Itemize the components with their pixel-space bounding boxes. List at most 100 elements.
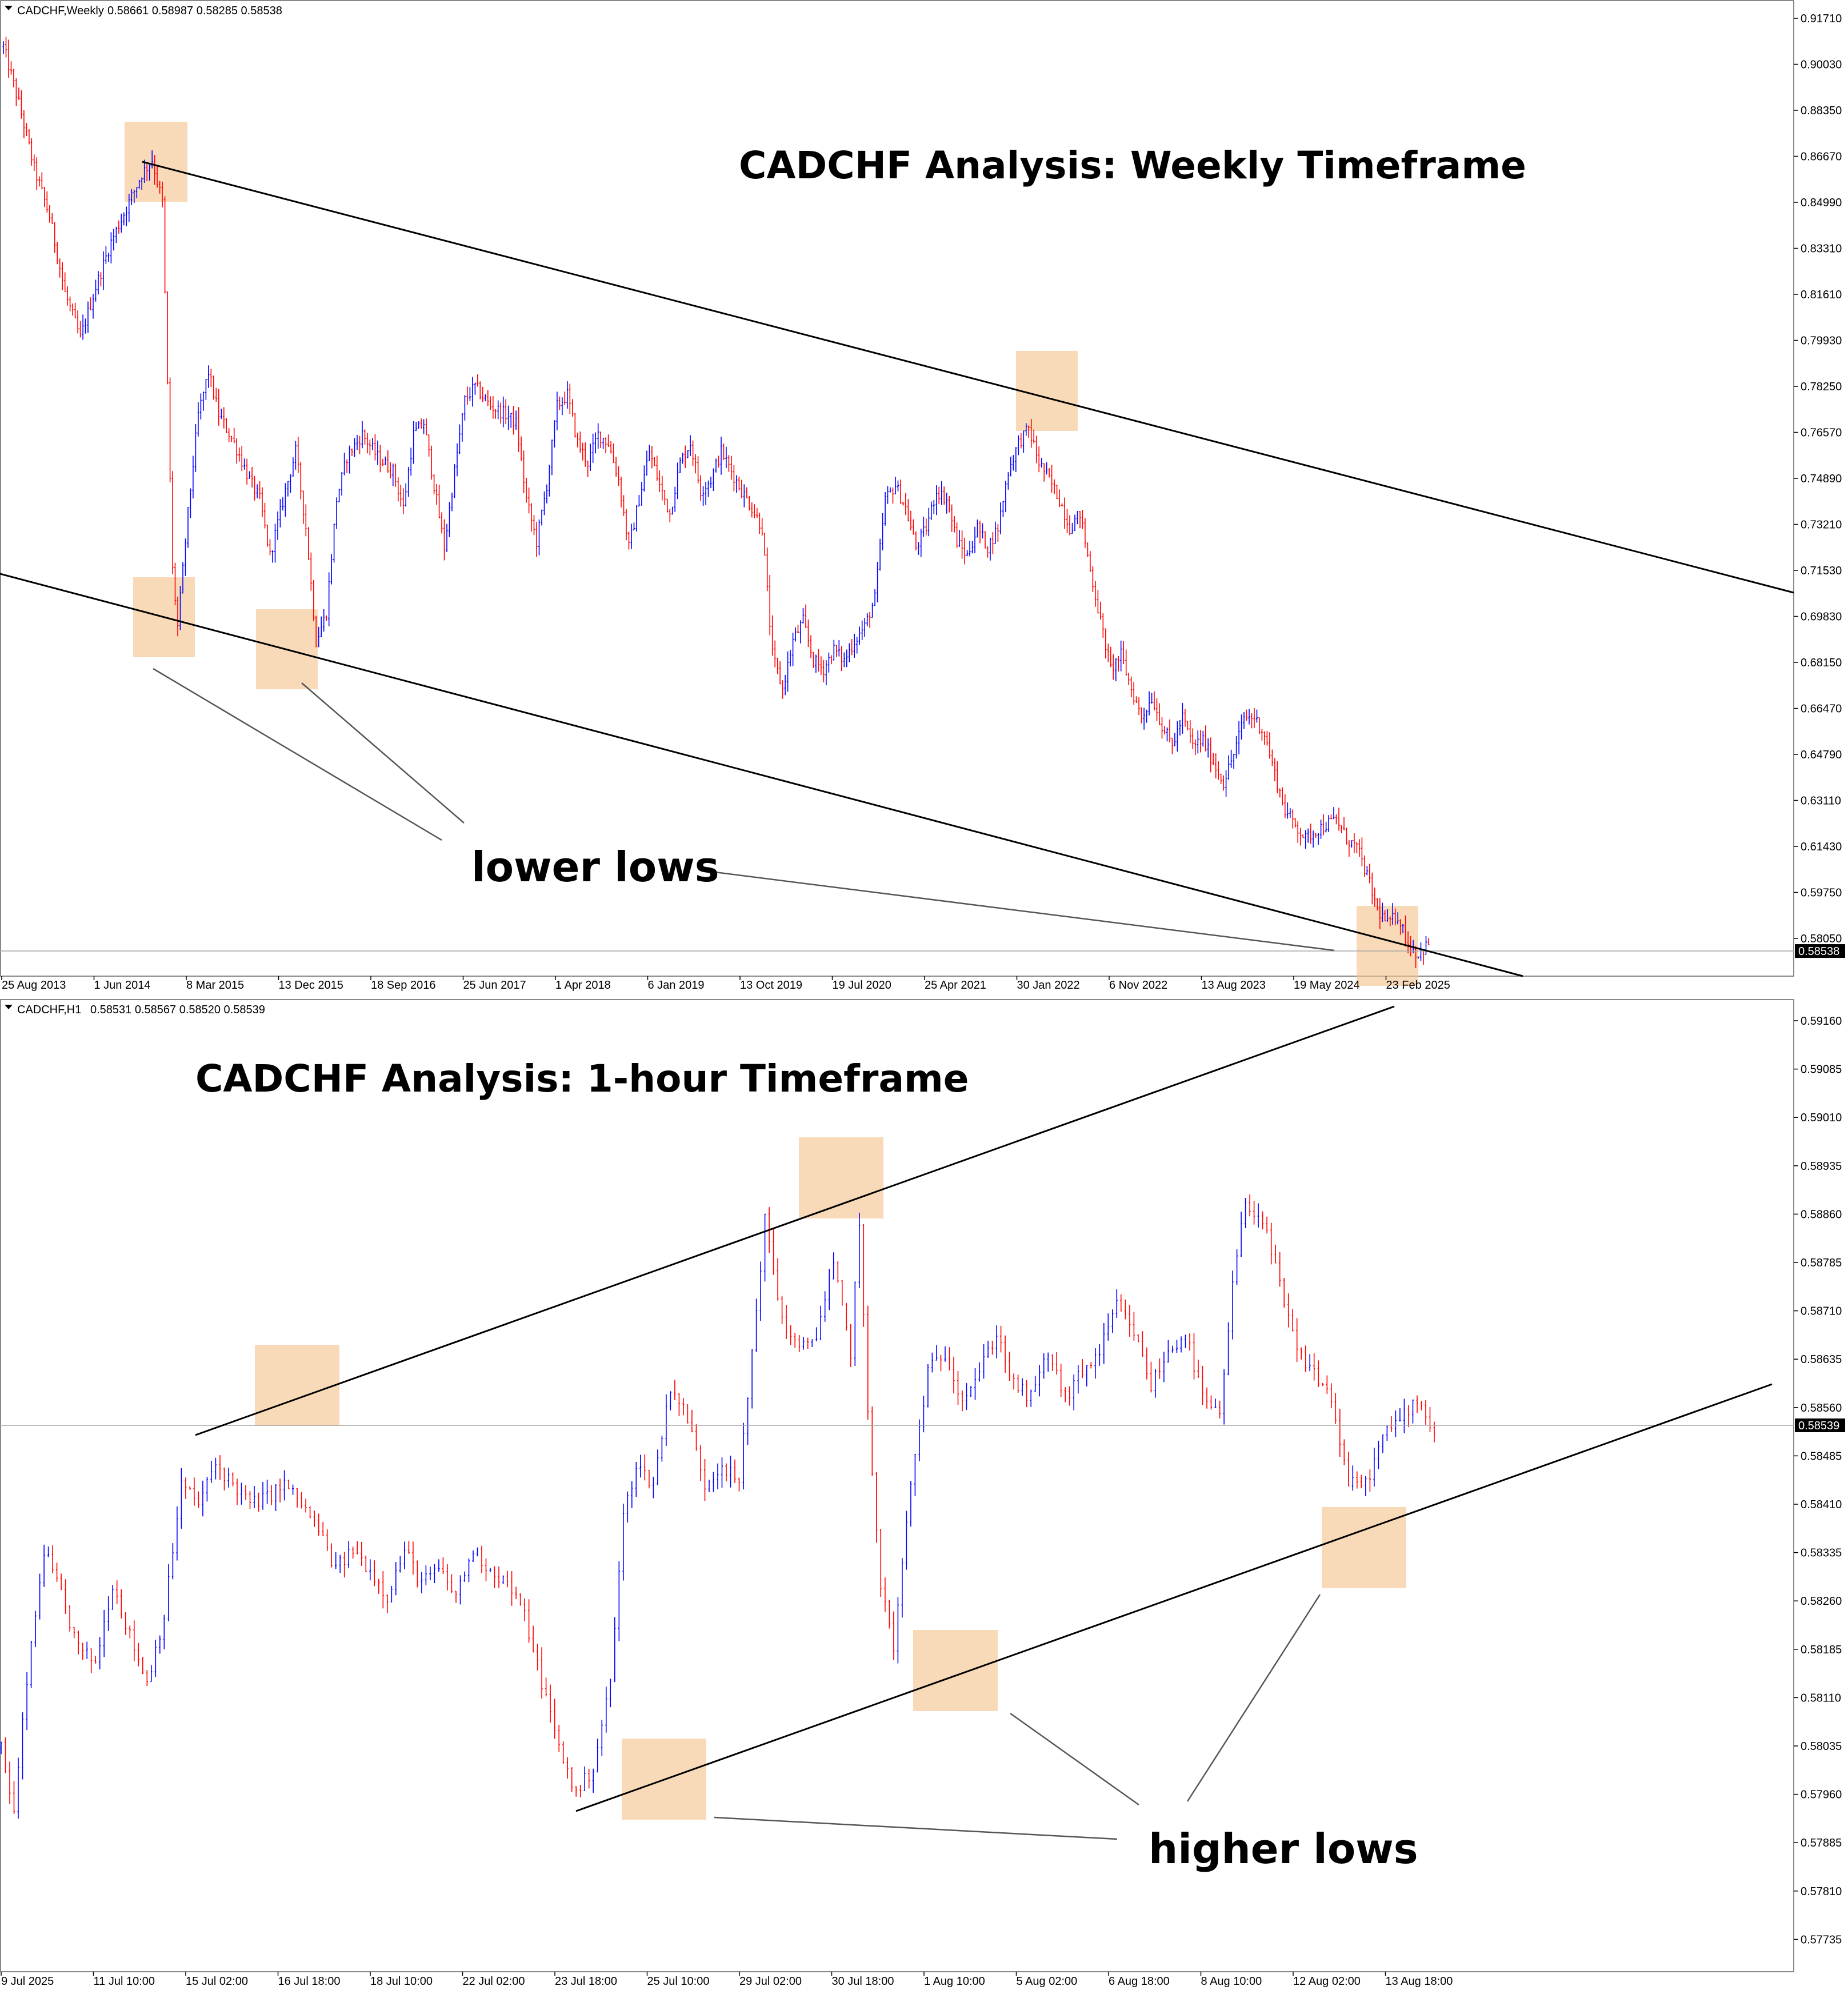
weekly-plot-frame — [0, 0, 1794, 977]
h-x-tick-label: 8 Aug 10:00 — [1201, 1975, 1262, 1988]
h-y-tick-label: 0.57885 — [1801, 1837, 1842, 1849]
w-y-tick-label: 0.86670 — [1801, 151, 1842, 163]
hourly-current-price-label: 0.58539 — [1798, 1420, 1839, 1432]
w-y-tick-label: 0.58050 — [1801, 933, 1842, 945]
w-y-tick-label: 0.83310 — [1801, 243, 1842, 255]
h-x-tick-label: 15 Jul 02:00 — [186, 1975, 248, 1988]
w-y-tick-label: 0.79930 — [1801, 335, 1842, 347]
h-y-tick-label: 0.58260 — [1801, 1595, 1842, 1608]
h-y-tick-label: 0.57735 — [1801, 1933, 1842, 1946]
hourly-annotation-pointer-1 — [1010, 1712, 1139, 1806]
hourly-panel: CADCHF,H1 0.58531 0.58567 0.58520 0.5853… — [0, 999, 1845, 1988]
h-x-tick-label: 6 Aug 18:00 — [1109, 1975, 1170, 1988]
w-x-tick-label: 19 May 2024 — [1294, 979, 1360, 992]
w-x-tick-label: 25 Apr 2021 — [925, 979, 986, 992]
w-y-tick-label: 0.81610 — [1801, 289, 1842, 301]
hourly-x-axis: 9 Jul 2025 11 Jul 10:00 15 Jul 02:00 16 Jul… — [1, 1972, 1453, 1988]
h-y-tick-label: 0.58710 — [1801, 1305, 1842, 1318]
w-x-tick-label: 13 Aug 2023 — [1202, 979, 1266, 992]
h-x-tick-label: 25 Jul 10:00 — [647, 1975, 710, 1988]
weekly-candles — [2, 37, 1430, 968]
h-y-tick-label: 0.57810 — [1801, 1885, 1842, 1898]
w-x-tick-label: 30 Jan 2022 — [1017, 979, 1080, 992]
h-x-tick-label: 9 Jul 2025 — [1, 1975, 54, 1988]
h-y-tick-label: 0.59010 — [1801, 1112, 1842, 1124]
weekly-menu-triangle-icon[interactable] — [5, 6, 13, 10]
h-x-tick-label: 13 Aug 18:00 — [1386, 1975, 1453, 1988]
w-y-tick-label: 0.66470 — [1801, 703, 1842, 716]
w-highlight-box-4 — [1016, 351, 1078, 431]
h-x-tick-label: 5 Aug 02:00 — [1017, 1975, 1078, 1988]
h-y-tick-label: 0.58485 — [1801, 1450, 1842, 1462]
w-y-tick-label: 0.63110 — [1801, 795, 1841, 808]
w-y-tick-label: 0.69830 — [1801, 611, 1842, 624]
w-y-tick-label: 0.78250 — [1801, 381, 1842, 393]
h-y-tick-label: 0.57960 — [1801, 1789, 1842, 1801]
w-x-tick-label: 1 Apr 2018 — [555, 979, 611, 992]
h-x-tick-label: 18 Jul 10:00 — [370, 1975, 433, 1988]
hourly-annotation-pointer-3 — [714, 1816, 1118, 1840]
weekly-upper-trendline — [142, 161, 1794, 594]
w-x-tick-label: 13 Oct 2019 — [740, 979, 802, 992]
w-y-tick-label: 0.90030 — [1801, 59, 1842, 71]
weekly-ohlc-header: 0.58661 0.58987 0.58285 0.58538 — [107, 5, 282, 17]
hourly-upper-trendline — [195, 1005, 1395, 1436]
h-x-tick-label: 12 Aug 02:00 — [1293, 1975, 1361, 1988]
hourly-lower-trendline — [575, 1383, 1773, 1812]
weekly-annotation-pointer-2 — [301, 682, 465, 824]
h-y-tick-label: 0.58635 — [1801, 1353, 1842, 1366]
hourly-menu-triangle-icon[interactable] — [5, 1005, 13, 1009]
weekly-annotation-pointer-3 — [710, 870, 1335, 952]
hourly-candles — [0, 1194, 1435, 1819]
h-x-tick-label: 22 Jul 02:00 — [463, 1975, 525, 1988]
h-x-tick-label: 11 Jul 10:00 — [94, 1975, 155, 1988]
h-x-tick-label: 29 Jul 02:00 — [739, 1975, 802, 1988]
weekly-current-price-label: 0.58538 — [1798, 945, 1839, 958]
w-x-tick-label: 6 Nov 2022 — [1109, 979, 1167, 992]
h-highlight-box-4 — [913, 1630, 998, 1711]
w-highlight-box-1 — [125, 122, 187, 202]
w-y-tick-label: 0.76570 — [1801, 427, 1842, 439]
hourly-chart-title: CADCHF Analysis: 1-hour Timeframe — [195, 1057, 969, 1101]
h-highlight-box-2 — [799, 1137, 883, 1218]
weekly-current-price-tag — [1795, 944, 1845, 958]
h-y-tick-label: 0.59085 — [1801, 1064, 1842, 1076]
hourly-plot-frame — [0, 999, 1794, 1972]
h-y-tick-label: 0.58410 — [1801, 1499, 1842, 1511]
w-y-tick-label: 0.91710 — [1801, 13, 1842, 25]
h-y-tick-label: 0.58935 — [1801, 1160, 1842, 1173]
h-highlight-box-1 — [255, 1345, 339, 1426]
h-y-tick-label: 0.58110 — [1801, 1692, 1841, 1704]
weekly-annotation-lower-lows: lower lows — [471, 843, 719, 891]
weekly-y-axis: 0.91710 0.90030 0.88350 0.86670 0.84990 0.833… — [1794, 13, 1842, 945]
hourly-symbol-header: CADCHF,H1 — [17, 1004, 81, 1016]
w-x-tick-label: 8 Mar 2015 — [186, 979, 244, 992]
w-y-tick-label: 0.61430 — [1801, 841, 1842, 853]
w-x-tick-label: 19 Jul 2020 — [833, 979, 891, 992]
hourly-annotation-higher-lows: higher lows — [1149, 1825, 1418, 1873]
h-x-tick-label: 16 Jul 18:00 — [278, 1975, 341, 1988]
h-x-tick-label: 30 Jul 18:00 — [832, 1975, 894, 1988]
w-y-tick-label: 0.73210 — [1801, 519, 1842, 532]
w-x-tick-label: 18 Sep 2016 — [371, 979, 435, 992]
w-y-tick-label: 0.68150 — [1801, 657, 1842, 669]
h-y-tick-label: 0.58860 — [1801, 1208, 1842, 1221]
h-y-tick-label: 0.58785 — [1801, 1257, 1842, 1269]
h-y-tick-label: 0.58335 — [1801, 1547, 1842, 1560]
w-x-tick-label: 25 Aug 2013 — [2, 979, 66, 992]
h-x-tick-label: 23 Jul 18:00 — [555, 1975, 617, 1988]
h-x-tick-label: 1 Aug 10:00 — [924, 1975, 985, 1988]
w-x-tick-label: 25 Jun 2017 — [463, 979, 526, 992]
weekly-lower-trendline — [0, 573, 1523, 977]
w-y-tick-label: 0.88350 — [1801, 105, 1842, 117]
weekly-symbol-header: CADCHF,Weekly — [17, 5, 104, 17]
h-y-tick-label: 0.59160 — [1801, 1015, 1842, 1028]
weekly-chart-title: CADCHF Analysis: Weekly Timeframe — [739, 143, 1526, 187]
weekly-panel: CADCHF,Weekly 0.58661 0.58987 0.58285 0.… — [0, 0, 1845, 992]
w-y-tick-label: 0.74890 — [1801, 473, 1842, 485]
h-y-tick-label: 0.58560 — [1801, 1402, 1842, 1414]
hourly-y-axis: 0.59160 0.59085 0.59010 0.58935 0.58860 0.587… — [1794, 1015, 1842, 1946]
w-x-tick-label: 23 Feb 2025 — [1386, 979, 1450, 992]
